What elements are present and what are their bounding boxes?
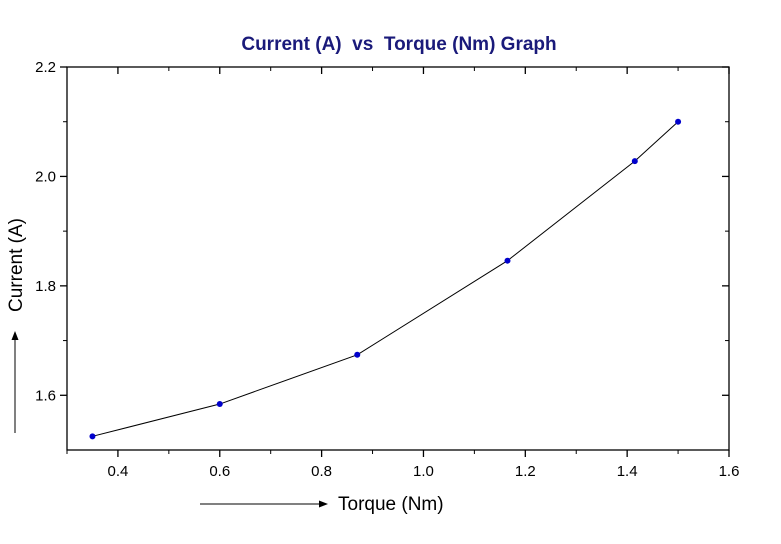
data-point: [354, 351, 361, 358]
y-tick-label: 1.8: [35, 278, 56, 295]
x-tick-label: 1.6: [719, 463, 740, 480]
x-axis-label: Torque (Nm): [338, 494, 444, 515]
data-point: [631, 158, 638, 165]
x-tick-label: 1.0: [413, 463, 434, 480]
y-tick-label: 2.2: [35, 59, 56, 76]
data-point: [504, 257, 511, 264]
x-tick-label: 1.2: [515, 463, 536, 480]
x-tick-label: 0.6: [209, 463, 230, 480]
x-tick-label: 0.4: [107, 463, 128, 480]
x-axis-arrowhead: [319, 500, 328, 508]
series-layer: [89, 118, 682, 440]
x-tick-label: 1.4: [617, 463, 638, 480]
data-point: [675, 118, 682, 125]
y-tick-label: 2.0: [35, 168, 56, 185]
x-ticks: 0.4 0.6 0.8 1.0 1.2 1.4 1.6: [66, 67, 740, 480]
y-tick-label: 1.6: [35, 387, 56, 404]
x-tick-label: 0.8: [311, 463, 332, 480]
y-axis-label: Current (A): [6, 218, 27, 312]
y-axis-arrowhead: [11, 331, 19, 340]
series-line: [92, 121, 679, 437]
chart-title: Current (A) vs Torque (Nm) Graph: [241, 34, 556, 55]
data-point: [89, 433, 96, 440]
y-ticks: 1.6 1.8 2.0 2.2: [35, 59, 729, 404]
data-point: [216, 401, 223, 408]
plot-frame: [66, 66, 730, 451]
